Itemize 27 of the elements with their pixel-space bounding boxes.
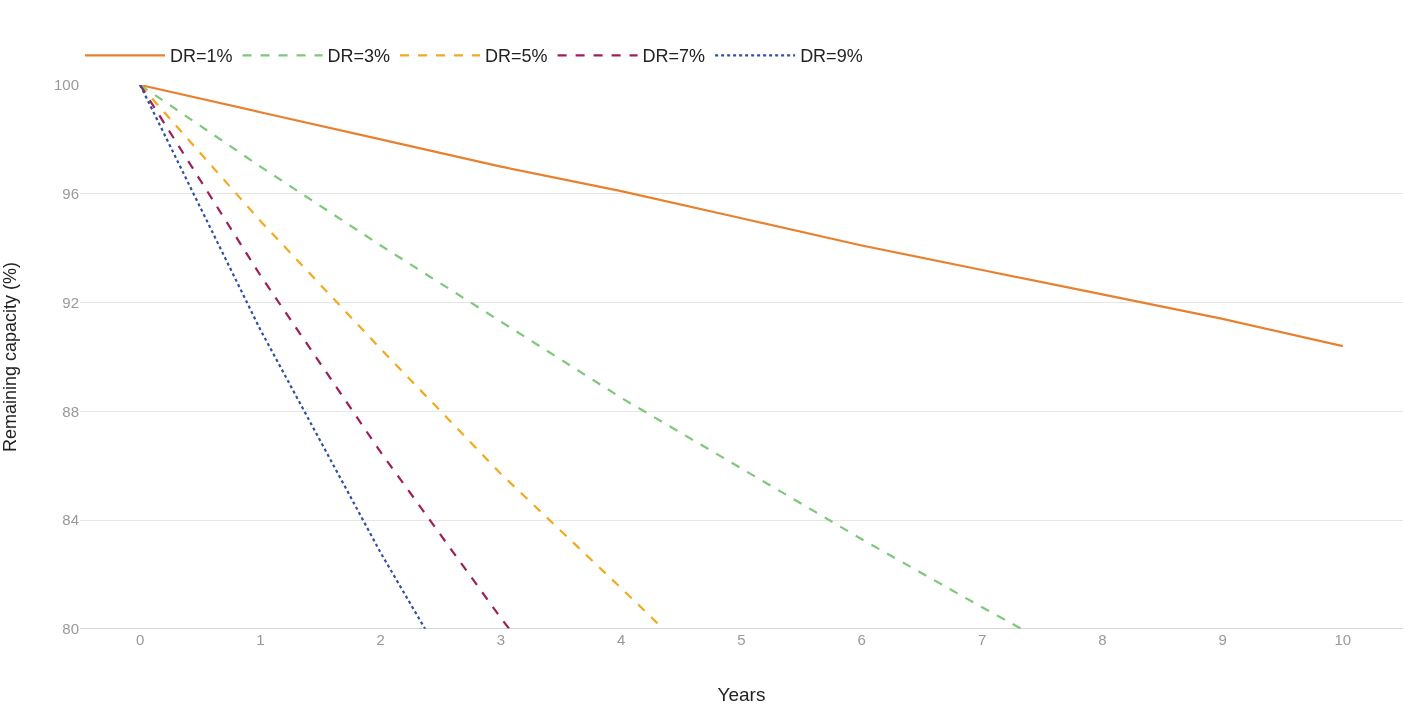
line-series <box>139 85 1023 629</box>
y-tick-label: 84 <box>62 511 79 529</box>
legend-label: DR=9% <box>800 46 863 67</box>
x-tick-label: 4 <box>617 631 626 648</box>
line-series <box>139 85 427 629</box>
x-tick-label: 7 <box>977 631 987 648</box>
legend-label: DR=7% <box>642 46 706 67</box>
x-tick-label: 6 <box>857 631 866 648</box>
x-tick-label: 2 <box>376 631 385 648</box>
x-tick-label: 0 <box>135 631 145 648</box>
y-tick-label: 92 <box>62 293 79 311</box>
x-tick-label: 5 <box>737 631 746 648</box>
x-tick-label: 10 <box>1334 631 1352 648</box>
x-tick-label: 9 <box>1218 631 1227 648</box>
legend-label: DR=5% <box>485 46 548 67</box>
x-tick-label: 3 <box>496 631 506 648</box>
y-axis-title: Remaining capacity (%) <box>0 261 20 453</box>
x-tick-label: 8 <box>1098 631 1107 648</box>
y-tick-label: 88 <box>62 402 79 420</box>
x-axis-title: Years <box>717 683 766 705</box>
y-tick-label: 100 <box>53 76 79 94</box>
legend-label: DR=3% <box>327 46 391 67</box>
y-tick-label: 80 <box>62 620 79 638</box>
y-tick-label: 96 <box>62 185 79 203</box>
legend-label: DR=1% <box>170 46 233 67</box>
line-series <box>139 85 511 629</box>
x-tick-label: 1 <box>256 631 265 648</box>
